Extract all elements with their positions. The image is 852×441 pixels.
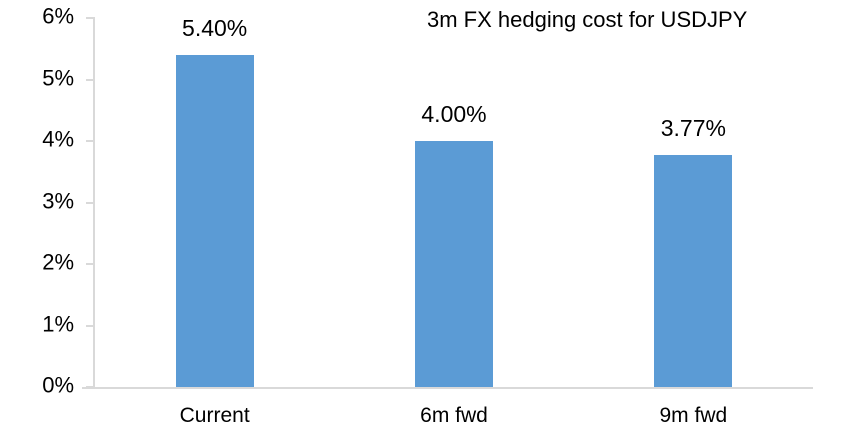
plot-area: 0% 1% 2% 3% 4% 5% 6% 5.40% 4.00% 3.77% Current 6m… [42, 4, 813, 427]
y-axis-line [93, 18, 95, 389]
y-axis-tick [86, 78, 95, 81]
y-axis-tick-label: 2% [42, 249, 74, 275]
y-axis-tick [86, 386, 95, 388]
chart-title: 3m FX hedging cost for USDJPY [427, 7, 748, 32]
y-axis-tick-label: 0% [42, 372, 74, 398]
y-axis-tick [86, 140, 95, 142]
y-axis-tick-label: 3% [42, 188, 74, 214]
bar-9m-fwd [654, 155, 733, 387]
bar-6m-fwd [415, 141, 493, 387]
y-axis-tick [86, 263, 95, 265]
x-axis-line [82, 387, 813, 389]
y-axis-tick-label: 6% [42, 3, 74, 29]
y-axis-tick [86, 201, 95, 204]
x-axis-category-label: Current [179, 404, 250, 427]
bar-data-label: 5.40% [182, 15, 248, 41]
y-axis-tick [86, 324, 95, 327]
y-axis-tick [86, 17, 95, 19]
bar-data-label: 4.00% [421, 101, 487, 127]
bar-data-label: 3.77% [660, 115, 726, 141]
bar-current [175, 55, 254, 387]
y-axis-tick-label: 5% [42, 65, 74, 91]
y-axis-tick-label: 4% [42, 126, 74, 152]
x-axis-category-label: 9m fwd [659, 404, 728, 427]
y-axis-tick-label: 1% [42, 311, 74, 337]
x-axis-category-label: 6m fwd [420, 404, 488, 427]
